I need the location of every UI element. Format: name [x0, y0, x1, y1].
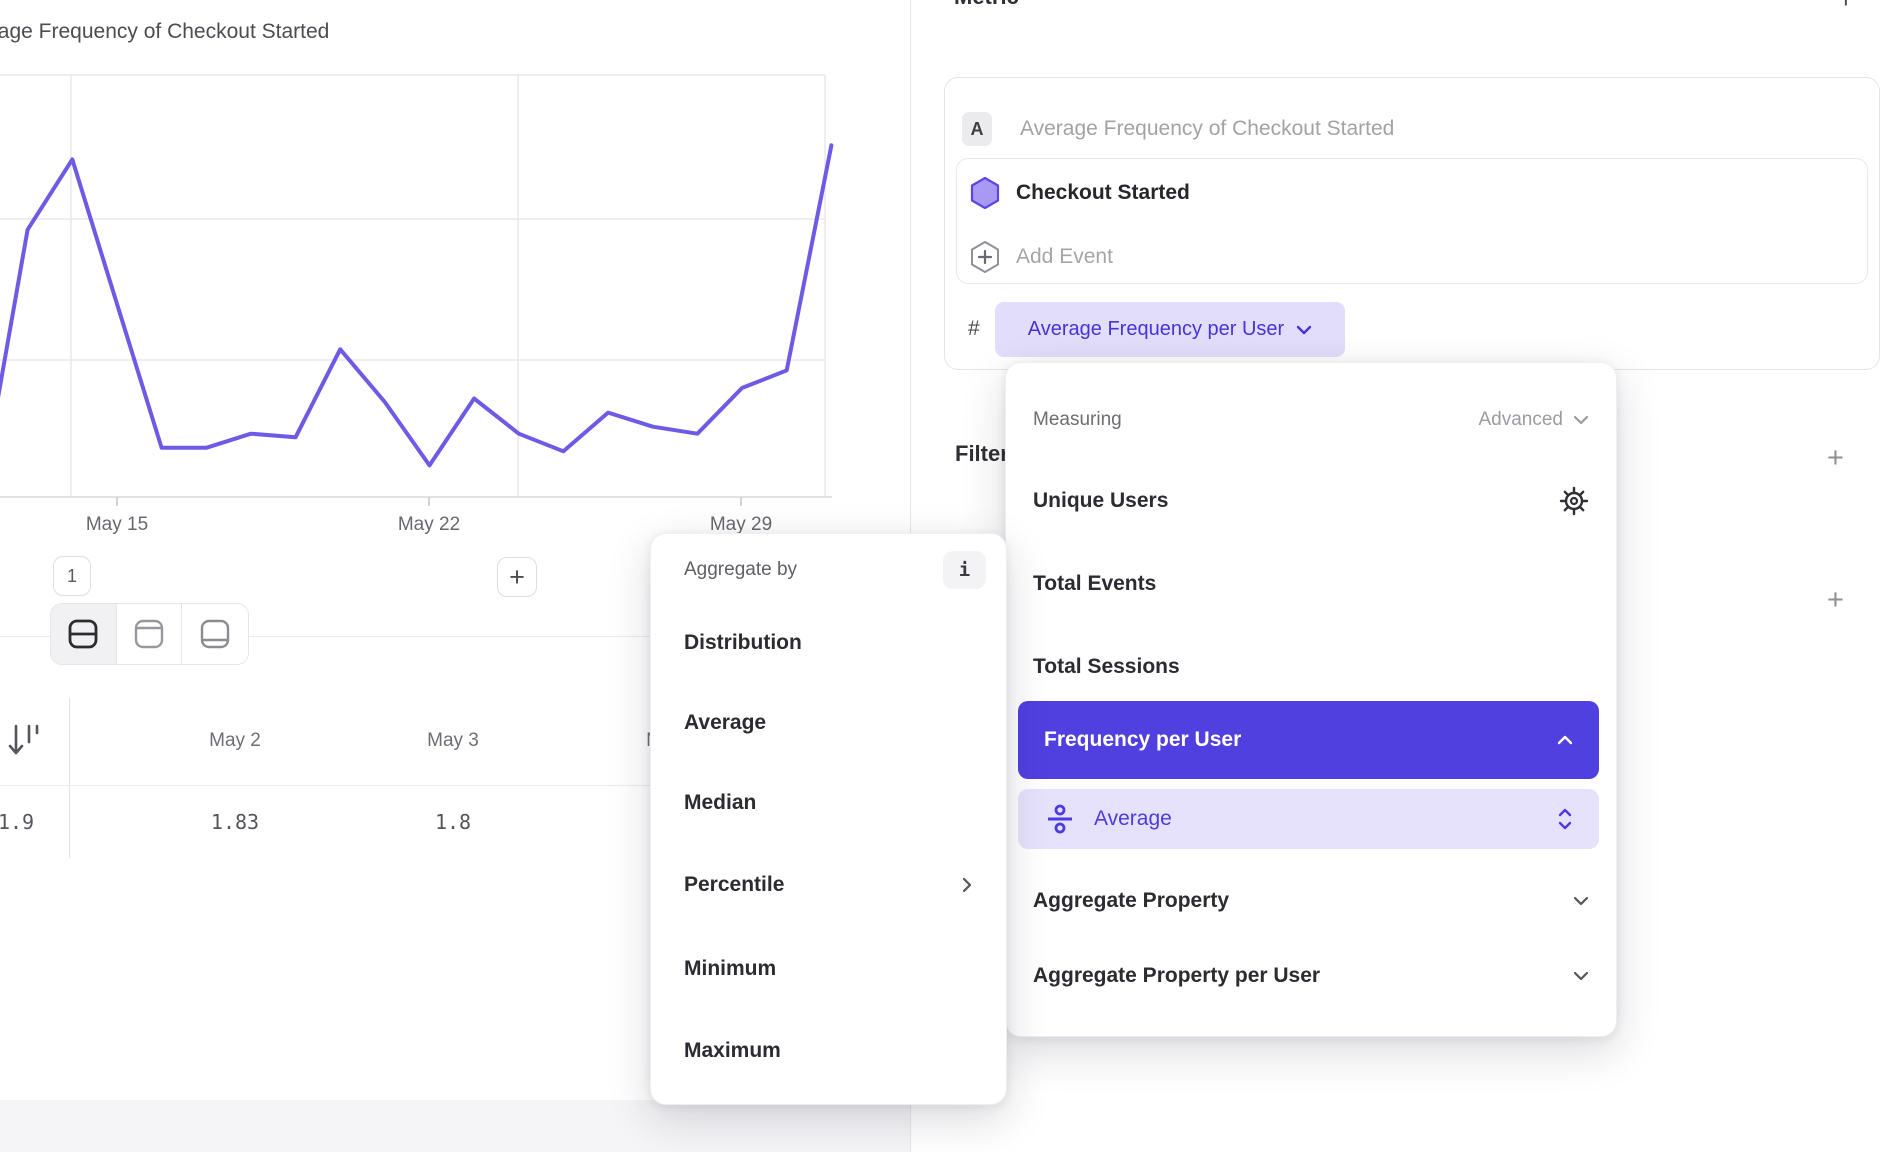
- menu-item-total-events[interactable]: Total Events: [1033, 572, 1157, 595]
- menu-item-unique-users[interactable]: Unique Users: [1033, 485, 1589, 517]
- event-hexagon-icon: [970, 176, 1000, 210]
- add-metric-button[interactable]: +: [1838, 0, 1854, 15]
- measure-selector-pill[interactable]: Average Frequency per User: [995, 302, 1345, 357]
- chevron-up-icon: [1557, 735, 1573, 745]
- menu-item-aggregate-property[interactable]: Aggregate Property: [1033, 885, 1589, 917]
- table-header-may3[interactable]: May 3: [427, 730, 479, 751]
- layout-top-bar-icon: [134, 619, 164, 649]
- aggregate-by-dropdown: Aggregate by i Distribution Average Medi…: [650, 533, 1007, 1105]
- chevron-down-icon: [1297, 325, 1312, 334]
- add-annotation-button[interactable]: +: [497, 557, 537, 597]
- metric-title-input[interactable]: Average Frequency of Checkout Started: [1020, 117, 1395, 140]
- menu-item-total-sessions[interactable]: Total Sessions: [1033, 655, 1180, 678]
- add-breakdown-button[interactable]: +: [1827, 584, 1844, 616]
- menu-suboption-average[interactable]: Average: [1018, 789, 1599, 849]
- layout-split-rows-button[interactable]: [51, 604, 117, 664]
- x-axis-label-may22: May 22: [397, 514, 461, 535]
- divide-icon: [1048, 804, 1072, 834]
- chevron-down-icon: [1573, 971, 1589, 981]
- measuring-dropdown: Measuring Advanced Unique Users: [1005, 362, 1617, 1037]
- measuring-header: Measuring: [1033, 409, 1122, 430]
- chart-title: Average Frequency of Checkout Started: [0, 20, 330, 43]
- layout-switcher: [50, 603, 249, 665]
- advanced-toggle[interactable]: Advanced: [1478, 409, 1589, 431]
- measure-selector-label: Average Frequency per User: [1027, 318, 1285, 340]
- menu-item-aggregate-property-per-user[interactable]: Aggregate Property per User: [1033, 960, 1589, 992]
- table-header-divider: [0, 785, 910, 786]
- menu-item-distribution[interactable]: Distribution: [684, 631, 802, 654]
- layout-bottom-bar-icon: [200, 619, 230, 649]
- table-column-divider: [69, 698, 70, 858]
- add-event-label[interactable]: Add Event: [1016, 245, 1113, 268]
- section-divider: [0, 636, 910, 637]
- menu-item-median[interactable]: Median: [684, 791, 757, 814]
- table-header-may2[interactable]: May 2: [209, 730, 261, 751]
- info-icon[interactable]: i: [943, 551, 986, 589]
- menu-item-percentile[interactable]: Percentile: [684, 869, 972, 901]
- menu-item-frequency-per-user-selected[interactable]: Frequency per User: [1018, 701, 1599, 779]
- chevron-right-icon: [962, 877, 972, 893]
- menu-item-average[interactable]: Average: [684, 711, 767, 734]
- layout-bottom-bar-button[interactable]: [182, 604, 248, 664]
- table-cell-may3: 1.8: [434, 810, 472, 834]
- metric-section-heading: Metric: [954, 0, 1019, 10]
- x-axis-label-may29: May 29: [709, 514, 773, 535]
- gear-icon[interactable]: [1559, 486, 1589, 516]
- add-event-icon[interactable]: [970, 240, 1000, 274]
- metric-label-badge: A: [962, 112, 992, 146]
- advanced-label: Advanced: [1478, 409, 1563, 430]
- aggregate-by-header: Aggregate by: [684, 559, 798, 580]
- chevron-down-icon: [1573, 415, 1589, 425]
- menu-item-maximum[interactable]: Maximum: [684, 1039, 781, 1062]
- chevron-down-icon: [1573, 896, 1589, 906]
- table-cell-may2: 1.83: [210, 810, 260, 834]
- granularity-badge[interactable]: 1: [53, 556, 91, 596]
- frequency-line-chart: [0, 74, 834, 506]
- event-group-card: [956, 158, 1868, 284]
- event-name[interactable]: Checkout Started: [1016, 181, 1190, 204]
- x-axis-label-may15: May 15: [85, 514, 149, 535]
- layout-top-bar-button[interactable]: [116, 604, 183, 664]
- chevrons-up-down-icon: [1558, 808, 1572, 830]
- sort-icon[interactable]: [8, 722, 42, 760]
- layout-split-rows-icon: [68, 619, 98, 649]
- add-filter-button[interactable]: +: [1827, 442, 1844, 474]
- footer-strip: [0, 1100, 910, 1152]
- chart-line: [0, 143, 834, 468]
- menu-item-minimum[interactable]: Minimum: [684, 957, 777, 980]
- measure-hash-icon: #: [968, 317, 980, 340]
- table-cell-clipped: 1.9: [0, 810, 35, 834]
